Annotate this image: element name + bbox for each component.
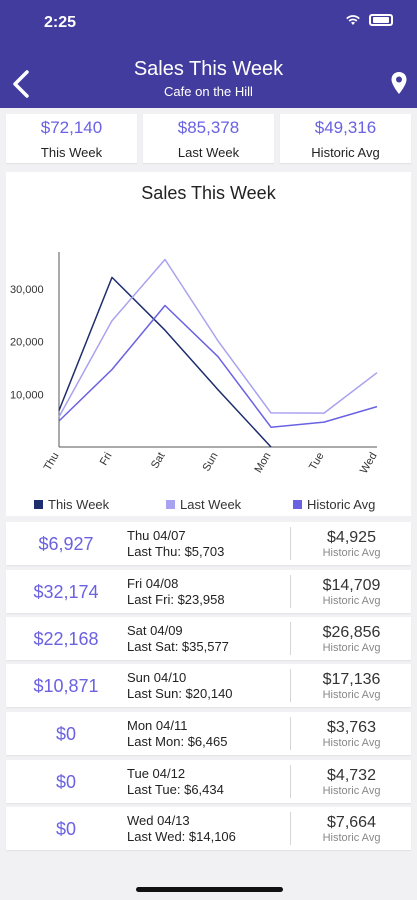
list-item[interactable]: $22,168 Sat 04/09 Last Sat: $35,577 $26,… — [6, 617, 411, 660]
y-tick-label: 10,000 — [10, 389, 44, 401]
day-sales-value: $22,168 — [33, 629, 99, 649]
x-tick-label: Tue — [307, 451, 327, 473]
x-tick-label: Sat — [149, 451, 168, 471]
day-sales-value: $0 — [55, 819, 77, 839]
divider — [290, 669, 291, 702]
day-historic-label: Historic Avg — [322, 595, 381, 607]
day-sales-value: $32,174 — [33, 582, 99, 602]
list-item[interactable]: $10,871 Sun 04/10 Last Sun: $20,140 $17,… — [6, 664, 411, 707]
day-historic-value: $3,763 — [327, 719, 376, 736]
day-historic-label: Historic Avg — [322, 737, 381, 749]
day-last-week: Last Sat: $35,577 — [127, 639, 229, 654]
page-subtitle: Cafe on the Hill — [164, 84, 253, 99]
list-item[interactable]: $32,174 Fri 04/08 Last Fri: $23,958 $14,… — [6, 570, 411, 613]
status-icons — [345, 14, 393, 26]
day-sales-value: $0 — [55, 724, 77, 744]
day-historic-value: $7,664 — [327, 814, 376, 831]
day-historic-value: $14,709 — [322, 577, 381, 594]
day-historic-label: Historic Avg — [322, 689, 381, 701]
day-historic-value: $4,732 — [327, 767, 376, 784]
legend-swatch — [34, 500, 43, 509]
list-item[interactable]: $0 Mon 04/11 Last Mon: $6,465 $3,763 His… — [6, 712, 411, 755]
day-last-week: Last Mon: $6,465 — [127, 734, 228, 749]
x-tick-label: Wed — [358, 451, 380, 476]
summary-card-last-week: $85,378 Last Week — [143, 114, 274, 163]
summary-label: This Week — [40, 145, 103, 160]
legend-swatch — [293, 500, 302, 509]
summary-label: Historic Avg — [311, 145, 380, 160]
day-historic-label: Historic Avg — [322, 785, 381, 797]
page-title: Sales This Week — [133, 58, 284, 80]
day-last-week: Last Tue: $6,434 — [127, 782, 224, 797]
divider — [290, 765, 291, 798]
legend-label: Historic Avg — [307, 497, 375, 512]
sales-line-chart: 10,000 20,000 30,000 Thu Fri Sat Sun Mon Tue Wed T… — [10, 252, 380, 512]
day-sales-value: $10,871 — [33, 676, 99, 696]
divider — [290, 527, 291, 560]
day-last-week: Last Wed: $14,106 — [127, 829, 236, 844]
day-last-week: Last Sun: $20,140 — [127, 686, 233, 701]
summary-card-this-week: $72,140 This Week — [6, 114, 137, 163]
legend-label: This Week — [48, 497, 110, 512]
y-tick-label: 30,000 — [10, 284, 44, 296]
day-date: Sat 04/09 — [127, 623, 183, 638]
summary-card-historic-avg: $49,316 Historic Avg — [280, 114, 411, 163]
legend-label: Last Week — [180, 497, 242, 512]
location-pin-icon[interactable] — [390, 71, 408, 95]
series-line-this-week — [58, 276, 272, 448]
divider — [290, 622, 291, 655]
summary-value: $49,316 — [314, 118, 377, 137]
day-date: Fri 04/08 — [127, 576, 179, 591]
summary-value: $85,378 — [177, 118, 240, 137]
summary-label: Last Week — [177, 145, 240, 160]
status-time: 2:25 — [44, 14, 77, 31]
day-date: Wed 04/13 — [127, 813, 190, 828]
list-item[interactable]: $0 Tue 04/12 Last Tue: $6,434 $4,732 His… — [6, 760, 411, 803]
day-last-week: Last Thu: $5,703 — [127, 544, 225, 559]
day-sales-value: $0 — [55, 772, 77, 792]
chart-title: Sales This Week — [141, 183, 276, 203]
back-arrow-icon[interactable] — [10, 69, 32, 99]
list-item[interactable]: $6,927 Thu 04/07 Last Thu: $5,703 $4,925… — [6, 522, 411, 565]
series-line-historic-avg — [58, 304, 378, 428]
x-tick-label: Sun — [200, 451, 220, 474]
divider — [290, 717, 291, 750]
day-date: Mon 04/11 — [127, 718, 188, 733]
day-date: Tue 04/12 — [127, 766, 186, 781]
legend-swatch — [166, 500, 175, 509]
chart-card: Sales This Week 10,000 20,000 30,000 Thu Fri… — [6, 172, 411, 516]
day-date: Sun 04/10 — [127, 670, 187, 685]
summary-cards: $72,140 This Week $85,378 Last Week $49,… — [6, 114, 411, 163]
day-historic-value: $26,856 — [322, 624, 381, 641]
battery-icon — [369, 14, 393, 26]
home-indicator[interactable] — [136, 887, 283, 892]
x-tick-label: Mon — [253, 451, 274, 476]
divider — [290, 575, 291, 608]
day-historic-value: $4,925 — [327, 529, 376, 546]
x-tick-label: Fri — [98, 451, 115, 468]
day-date: Thu 04/07 — [127, 528, 186, 543]
divider — [290, 812, 291, 845]
wifi-icon — [346, 15, 360, 25]
app-header: 2:25 Sales This Week Cafe on the Hill — [0, 0, 417, 108]
day-sales-value: $6,927 — [38, 534, 94, 554]
list-item[interactable]: $0 Wed 04/13 Last Wed: $14,106 $7,664 Hi… — [6, 807, 411, 850]
day-historic-value: $17,136 — [322, 671, 381, 688]
series-line-last-week — [58, 258, 378, 418]
x-tick-label: Thu — [42, 451, 62, 473]
day-historic-label: Historic Avg — [322, 832, 381, 844]
y-tick-label: 20,000 — [10, 337, 44, 349]
day-historic-label: Historic Avg — [322, 642, 381, 654]
summary-value: $72,140 — [40, 118, 103, 137]
day-historic-label: Historic Avg — [322, 547, 381, 559]
day-last-week: Last Fri: $23,958 — [127, 592, 225, 607]
